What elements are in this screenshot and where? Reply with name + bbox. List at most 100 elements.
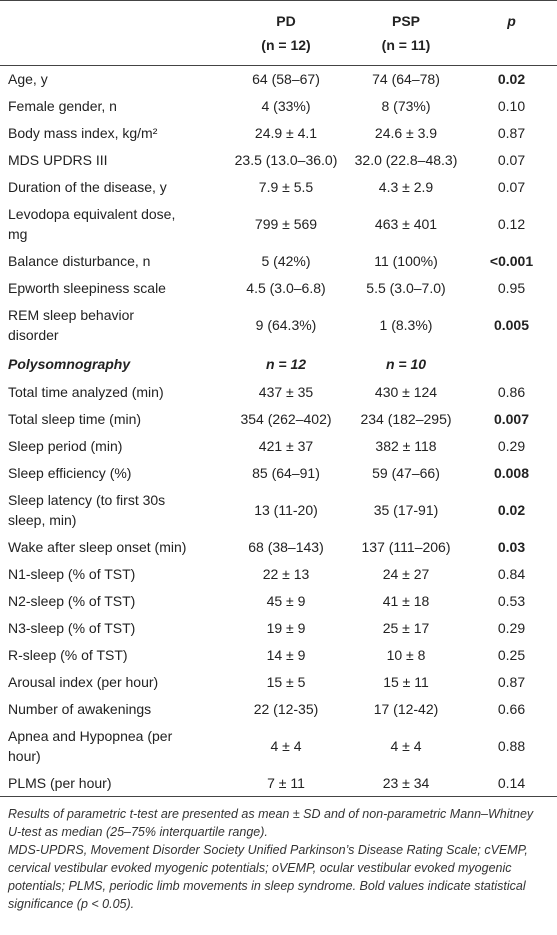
row-label: Arousal index (per hour) <box>8 674 159 690</box>
row-label: Body mass index, kg/m² <box>8 125 158 141</box>
row-label: Sleep efficiency (%) <box>8 465 132 481</box>
psp-value: 74 (64–78) <box>372 71 440 88</box>
p-value: 0.14 <box>497 774 526 791</box>
pd-value: 7.9 ± 5.5 <box>258 179 314 195</box>
psp-value: 4.3 ± 2.9 <box>378 179 434 195</box>
header-p: p <box>466 0 557 66</box>
row-label-cell: Total time analyzed (min) <box>0 379 226 406</box>
p-value: 0.86 <box>497 384 526 400</box>
psp-value: n = 10 <box>385 355 427 372</box>
table-row: Epworth sleepiness scale 4.5 (3.0–6.8) 5.5… <box>0 275 557 302</box>
pd-value: 799 ± 569 <box>254 216 318 232</box>
row-label-cell: N1-sleep (% of TST) <box>0 561 226 588</box>
header-row: PD (n = 12) PSP (n = 11) p <box>0 0 557 66</box>
row-label: Age, y <box>8 71 48 88</box>
pd-value: 22 ± 13 <box>262 566 310 582</box>
row-label-cell: MDS UPDRS III <box>0 147 226 174</box>
row-label-cell: Apnea and Hypopnea (per hour) <box>0 723 226 770</box>
table-row: Balance disturbance, n 5 (42%) 11 (100%) <0… <box>0 248 557 275</box>
table-row: Body mass index, kg/m² 24.9 ± 4.1 24.6 ± 3… <box>0 120 557 147</box>
p-value: 0.12 <box>497 216 526 232</box>
p-value: 0.25 <box>497 647 526 663</box>
header-name: PD <box>276 13 296 29</box>
row-label: Apnea and Hypopnea (per hour) <box>8 728 173 764</box>
row-label: Levodopa equivalent dose, mg <box>8 206 176 242</box>
row-label-cell: Polysomnography <box>0 349 226 379</box>
pd-value: 19 ± 9 <box>266 620 306 636</box>
pd-value: 24.9 ± 4.1 <box>254 125 318 141</box>
row-label-cell: R-sleep (% of TST) <box>0 642 226 669</box>
table-row: R-sleep (% of TST) 14 ± 9 10 ± 8 0.25 <box>0 642 557 669</box>
psp-value: 1 (8.3%) <box>379 317 433 333</box>
psp-value: 463 ± 401 <box>374 216 438 232</box>
p-value: 0.87 <box>497 674 526 690</box>
row-label: Epworth sleepiness scale <box>8 280 166 296</box>
table-header: PD (n = 12) PSP (n = 11) p <box>0 0 557 66</box>
table-row: Age, y 64 (58–67) 74 (64–78) 0.02 <box>0 66 557 93</box>
psp-value: 5.5 (3.0–7.0) <box>366 280 446 296</box>
table-row: Arousal index (per hour) 15 ± 5 15 ± 11 0.8… <box>0 669 557 696</box>
p-value: 0.10 <box>497 98 526 114</box>
header-pd: PD (n = 12) <box>226 0 346 66</box>
psp-value: 24.6 ± 3.9 <box>374 125 438 141</box>
row-label: Balance disturbance, n <box>8 253 151 269</box>
pd-value: 68 (38–143) <box>248 539 324 555</box>
table-row: N1-sleep (% of TST) 22 ± 13 24 ± 27 0.84 <box>0 561 557 588</box>
pd-value: 45 ± 9 <box>266 593 306 609</box>
row-label: Polysomnography <box>8 355 131 372</box>
row-label-cell: Body mass index, kg/m² <box>0 120 226 147</box>
p-value <box>466 349 557 379</box>
psp-value: 430 ± 124 <box>374 384 438 400</box>
header-empty <box>0 0 226 66</box>
row-label-cell: Epworth sleepiness scale <box>0 275 226 302</box>
pd-value: 23.5 (13.0–36.0) <box>234 152 338 168</box>
p-value: 0.87 <box>497 125 526 141</box>
row-label-cell: Sleep period (min) <box>0 433 226 460</box>
psp-value: 137 (111–206) <box>361 539 451 555</box>
table-row: Duration of the disease, y 7.9 ± 5.5 4.3 ±… <box>0 174 557 201</box>
row-label: R-sleep (% of TST) <box>8 647 128 663</box>
table-row: Total sleep time (min) 354 (262–402) 234 (… <box>0 406 557 433</box>
row-label: N1-sleep (% of TST) <box>8 566 136 582</box>
header-n: (n = 11) <box>381 37 431 53</box>
row-label-cell: Sleep latency (to first 30s sleep, min) <box>0 487 226 534</box>
pd-value: 22 (12-35) <box>253 701 319 717</box>
pd-value: 421 ± 37 <box>258 438 314 454</box>
header-psp: PSP (n = 11) <box>346 0 466 66</box>
p-value: <0.001 <box>489 253 534 269</box>
table-row: Polysomnography n = 12 n = 10 <box>0 349 557 379</box>
p-value: 0.95 <box>497 280 526 296</box>
header-name: p <box>507 13 516 29</box>
row-label: Total time analyzed (min) <box>8 384 164 400</box>
footnote: MDS-UPDRS, Movement Disorder Society Uni… <box>8 843 528 911</box>
table-row: Sleep period (min) 421 ± 37 382 ± 118 0.29 <box>0 433 557 460</box>
row-label-cell: REM sleep behavior disorder <box>0 302 226 349</box>
psp-value: 382 ± 118 <box>375 438 437 454</box>
p-value: 0.02 <box>497 502 526 518</box>
psp-value: 32.0 (22.8–48.3) <box>354 152 458 168</box>
row-label-cell: Arousal index (per hour) <box>0 669 226 696</box>
p-value: 0.29 <box>497 438 526 454</box>
psp-value: 4 ± 4 <box>390 738 422 754</box>
row-label: Number of awakenings <box>8 701 152 717</box>
p-value: 0.02 <box>497 71 526 88</box>
row-label: REM sleep behavior disorder <box>8 307 135 343</box>
pd-value: 9 (64.3%) <box>255 317 317 333</box>
table-row: N2-sleep (% of TST) 45 ± 9 41 ± 18 0.53 <box>0 588 557 615</box>
footnotes: Results of parametric t-test are present… <box>0 797 557 913</box>
table-row: Sleep latency (to first 30s sleep, min) 1… <box>0 487 557 534</box>
psp-value: 11 (100%) <box>374 253 438 269</box>
row-label-cell: N2-sleep (% of TST) <box>0 588 226 615</box>
pd-value: 5 (42%) <box>261 253 311 269</box>
row-label: Wake after sleep onset (min) <box>8 539 187 555</box>
p-value: 0.005 <box>493 317 530 333</box>
pd-value: 354 (262–402) <box>240 411 332 427</box>
results-table: PD (n = 12) PSP (n = 11) p Age, y 64 (58–67… <box>0 0 557 797</box>
psp-value: 23 ± 34 <box>382 774 430 791</box>
row-label: Total sleep time (min) <box>8 411 142 427</box>
p-value: 0.03 <box>497 539 526 555</box>
header-name: PSP <box>391 13 420 29</box>
row-label-cell: Number of awakenings <box>0 696 226 723</box>
psp-value: 15 ± 11 <box>383 674 429 690</box>
p-value: 0.07 <box>497 152 526 168</box>
